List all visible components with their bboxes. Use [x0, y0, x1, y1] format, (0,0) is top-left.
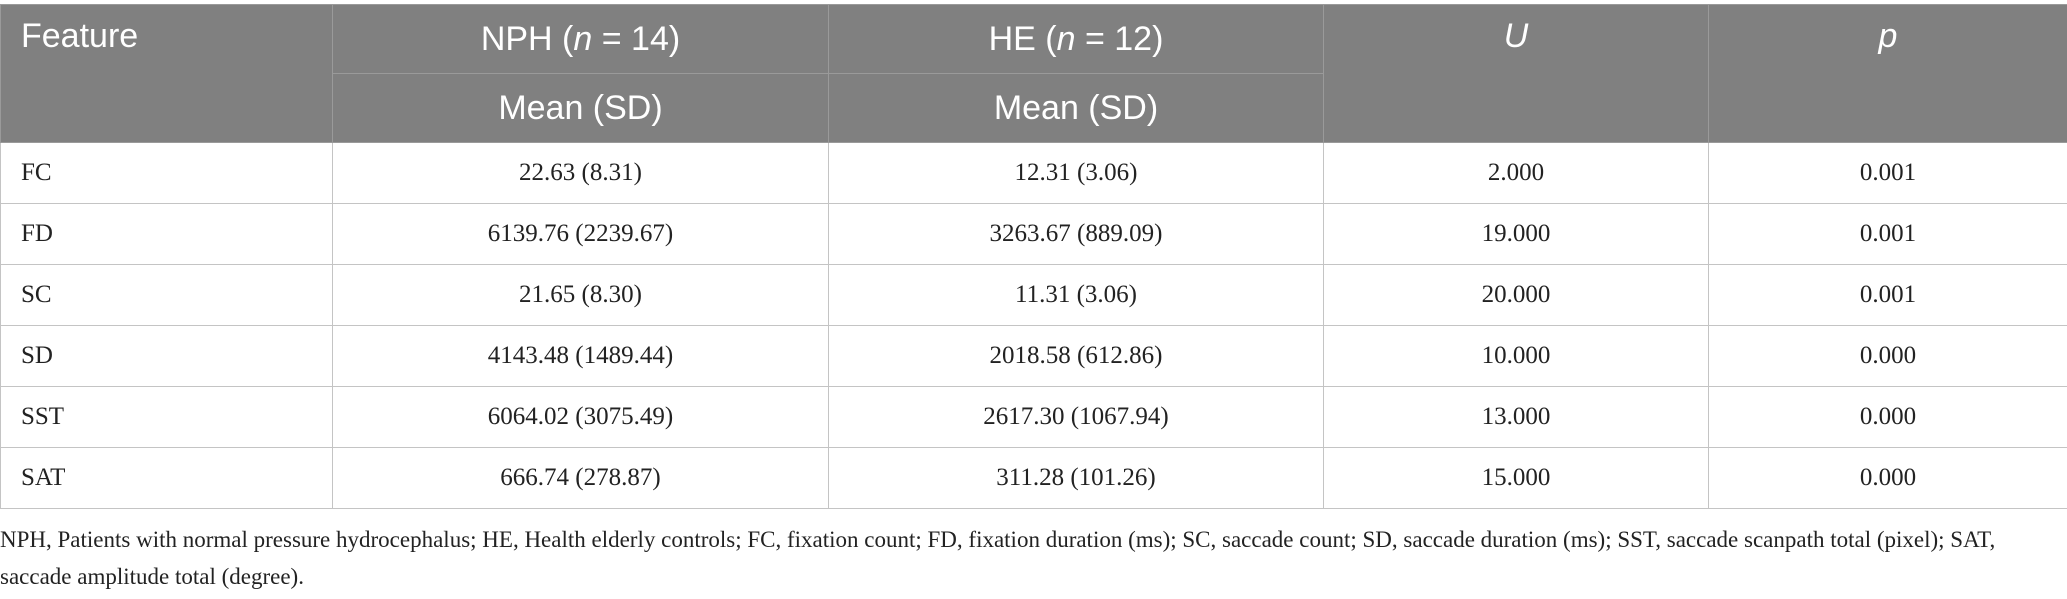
header-cell: NPH (n = 14) [332, 4, 829, 74]
table-row: SC 21.65 (8.30) 11.31 (3.06) 20.000 0.001 [0, 264, 2067, 326]
header-cell: HE (n = 12) [828, 4, 1324, 74]
table-cell: 2.000 [1323, 142, 1709, 204]
header-text: NPH ( [480, 19, 574, 58]
header-text: n [1056, 19, 1076, 58]
table-cell: 0.001 [1708, 264, 2067, 326]
table-cell: 10.000 [1323, 325, 1709, 387]
table-cell: 6139.76 (2239.67) [332, 203, 829, 265]
table-cell: 311.28 (101.26) [828, 447, 1324, 509]
table-row: SD 4143.48 (1489.44) 2018.58 (612.86) 10.00… [0, 325, 2067, 387]
table-cell: 21.65 (8.30) [332, 264, 829, 326]
table-cell: FD [0, 203, 333, 265]
table-row: FC 22.63 (8.31) 12.31 (3.06) 2.000 0.001 [0, 142, 2067, 204]
table-cell: SD [0, 325, 333, 387]
table-cell: 22.63 (8.31) [332, 142, 829, 204]
table-cell: 0.000 [1708, 447, 2067, 509]
header-text: n [573, 19, 593, 58]
table-cell: 4143.48 (1489.44) [332, 325, 829, 387]
table-row: SAT 666.74 (278.87) 311.28 (101.26) 15.000 0… [0, 447, 2067, 509]
table-cell: FC [0, 142, 333, 204]
table-cell: 19.000 [1323, 203, 1709, 265]
header-text: = 12) [1075, 19, 1164, 58]
table-cell: 0.001 [1708, 142, 2067, 204]
table-cell: 666.74 (278.87) [332, 447, 829, 509]
table-cell: 15.000 [1323, 447, 1709, 509]
table-cell: SC [0, 264, 333, 326]
header-cell: Mean (SD) [828, 73, 1324, 143]
table-cell: 3263.67 (889.09) [828, 203, 1324, 265]
table-cell: SAT [0, 447, 333, 509]
table-cell: 0.000 [1708, 325, 2067, 387]
table-cell: 0.000 [1708, 386, 2067, 448]
table-row: SST 6064.02 (3075.49) 2617.30 (1067.94) 13.… [0, 386, 2067, 448]
header-cell: Feature [0, 4, 333, 143]
header-text: HE ( [988, 19, 1057, 58]
table-cell: 11.31 (3.06) [828, 264, 1324, 326]
header-cell: Mean (SD) [332, 73, 829, 143]
table-cell: SST [0, 386, 333, 448]
table-cell: 12.31 (3.06) [828, 142, 1324, 204]
header-cell: p [1708, 4, 2067, 143]
table-cell: 6064.02 (3075.49) [332, 386, 829, 448]
table-cell: 0.001 [1708, 203, 2067, 265]
footnote: NPH, Patients with normal pressure hydro… [0, 527, 1996, 589]
table-cell: 20.000 [1323, 264, 1709, 326]
header-text: = 14) [592, 19, 681, 58]
table-cell: 13.000 [1323, 386, 1709, 448]
table-cell: 2018.58 (612.86) [828, 325, 1324, 387]
table-cell: 2617.30 (1067.94) [828, 386, 1324, 448]
data-table: Feature NPH (n = 14) HE (n = 12) U p Mea… [0, 4, 2067, 509]
header-cell: U [1323, 4, 1709, 143]
table-row: FD 6139.76 (2239.67) 3263.67 (889.09) 19.00… [0, 203, 2067, 265]
